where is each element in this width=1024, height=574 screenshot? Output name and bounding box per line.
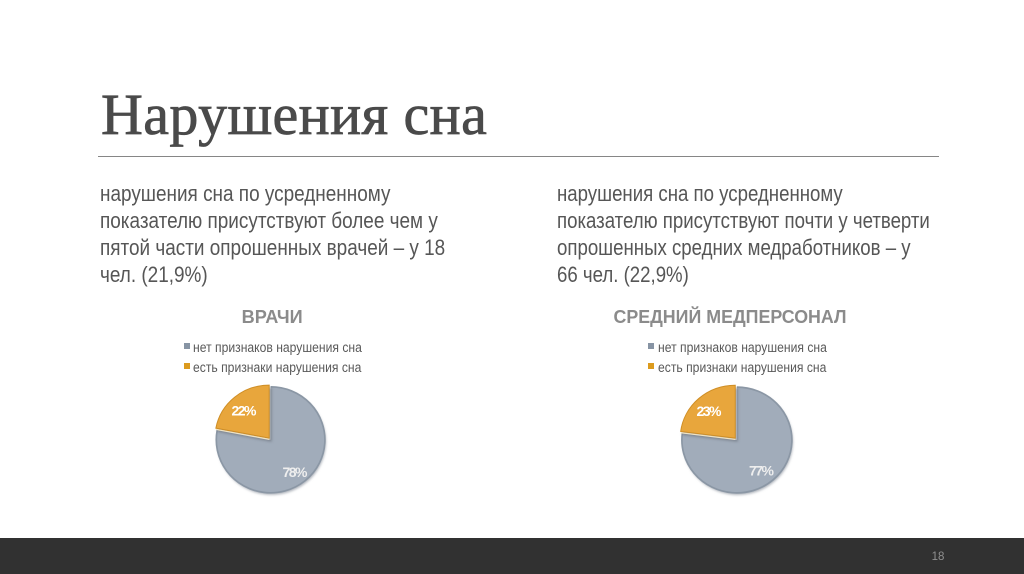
svg-text:23%: 23% [697,403,723,419]
svg-text:77%: 77% [749,463,775,479]
svg-text:22%: 22% [232,403,258,419]
svg-text:78%: 78% [283,464,309,480]
